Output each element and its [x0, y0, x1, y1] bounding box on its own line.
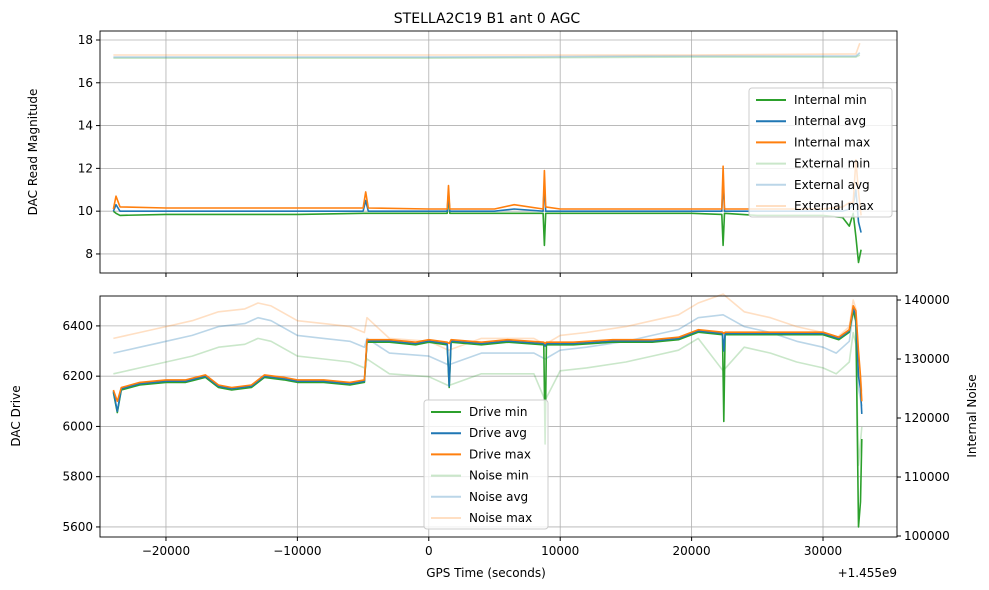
legend-label: Internal min [794, 93, 867, 107]
series-external-avg [113, 52, 861, 58]
top-axes-frame [99, 30, 898, 274]
bottom-y2label: Internal Noise [965, 374, 979, 457]
top-y-tick-label: 8 [85, 247, 93, 261]
x-tick-label: 20000 [673, 544, 711, 558]
xlabel: GPS Time (seconds) [426, 566, 546, 580]
top-legend: Internal min Internal avg Internal max Exte… [748, 87, 893, 218]
legend-box [748, 87, 893, 218]
x-tick-label: −10000 [273, 544, 321, 558]
series-noise-min [113, 331, 863, 467]
legend-label: External min [794, 157, 870, 171]
bottom-legend: Drive min Drive avg Drive max Noise min Nois… [423, 399, 549, 530]
top-y-tick-label: 16 [78, 76, 93, 90]
top-ylabel: DAC Read Magnitude [26, 89, 40, 216]
series-drive-max [112, 304, 863, 403]
bottom-ylabel: DAC Drive [9, 385, 23, 446]
bottom-axes-frame [99, 295, 898, 538]
legend-label: Noise max [469, 511, 532, 525]
legend-box [423, 399, 549, 530]
chart-title: STELLA2C19 B1 ant 0 AGC [394, 11, 581, 27]
bottom-y-tick-label: 6000 [62, 419, 93, 433]
right-y-tick-label: 130000 [904, 352, 950, 366]
right-y-tick-label: 140000 [904, 293, 950, 307]
x-tick-label: 10000 [541, 544, 579, 558]
top-y-tick-label: 10 [78, 204, 93, 218]
top-y-tick-label: 14 [78, 119, 93, 133]
legend-label: Noise avg [469, 490, 528, 504]
legend-label: Internal max [794, 135, 870, 149]
top-y-tick-label: 12 [78, 161, 93, 175]
right-y-tick-label: 110000 [904, 470, 950, 484]
x-tick-label: 30000 [804, 544, 842, 558]
bottom-y-tick-label: 5600 [62, 520, 93, 534]
series-noise-avg [113, 310, 863, 407]
legend-label: Noise min [469, 469, 529, 483]
legend-label: External avg [794, 178, 870, 192]
series-external-min [113, 54, 861, 60]
x-tick-label: 0 [425, 544, 433, 558]
bottom-y-tick-label: 6400 [62, 319, 93, 333]
legend-label: Drive min [469, 405, 527, 419]
bottom-y-tick-label: 6200 [62, 369, 93, 383]
x-tick-label: −20000 [142, 544, 190, 558]
legend-label: External max [794, 199, 874, 213]
legend-label: Internal avg [794, 114, 866, 128]
right-y-tick-label: 120000 [904, 411, 950, 425]
right-y-tick-label: 100000 [904, 529, 950, 543]
series-external-max [113, 42, 861, 56]
bottom-y-tick-label: 5800 [62, 470, 93, 484]
legend-label: Drive max [469, 447, 531, 461]
x-offset-label: +1.455e9 [838, 566, 897, 580]
top-y-tick-label: 18 [78, 33, 93, 47]
legend-label: Drive avg [469, 426, 527, 440]
